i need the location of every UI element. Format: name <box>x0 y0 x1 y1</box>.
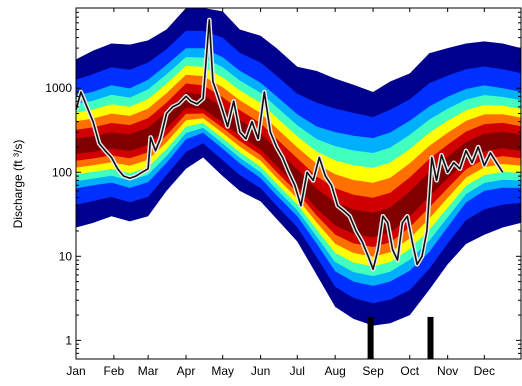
flow-percentile-bands <box>76 8 521 326</box>
low-flow-marker-1 <box>367 316 374 359</box>
percentile-band-8 <box>76 92 521 238</box>
y-tick-label-1: 1 <box>65 333 72 347</box>
y-tick-label-100: 100 <box>52 165 72 179</box>
x-tick-label-jul: Jul <box>290 364 305 378</box>
x-tick-label-dec: Dec <box>474 364 495 378</box>
plot-frame <box>75 7 522 360</box>
y-tick-label-10: 10 <box>59 249 73 263</box>
x-tick-label-jun: Jun <box>251 364 270 378</box>
y-tick-label-1000: 1000 <box>45 81 72 95</box>
x-axis: Jan Feb Mar Apr May Jun Jul Aug Sep Oct Nov Dec <box>66 8 495 378</box>
x-tick-label-may: May <box>211 364 234 378</box>
low-flow-marker-2 <box>427 316 434 359</box>
low-flow-markers <box>367 316 434 359</box>
x-tick-label-jan: Jan <box>66 364 85 378</box>
discharge-line-group <box>76 17 505 272</box>
x-tick-label-mar: Mar <box>138 364 159 378</box>
x-tick-label-apr: Apr <box>177 364 196 378</box>
y-axis-label: Discharge (ft ³/s) <box>11 140 25 229</box>
x-tick-label-feb: Feb <box>104 364 125 378</box>
x-tick-label-nov: Nov <box>437 364 458 378</box>
x-tick-label-oct: Oct <box>400 364 419 378</box>
x-tick-label-aug: Aug <box>324 364 345 378</box>
discharge-line-1 <box>76 19 504 271</box>
x-tick-label-sep: Sep <box>362 364 384 378</box>
y-axis: 1 10 100 1000 <box>45 7 521 360</box>
